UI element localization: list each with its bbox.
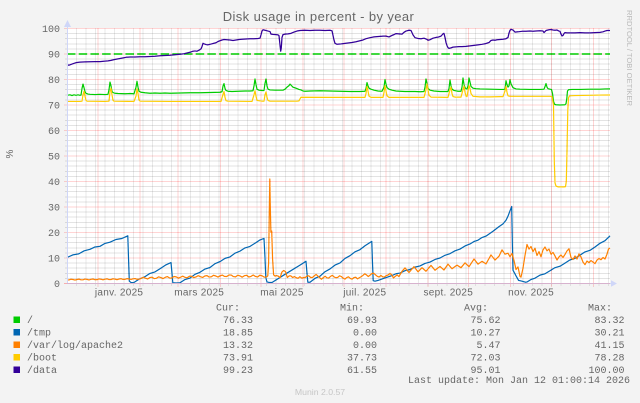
svg-text:mars 2025: mars 2025 — [174, 288, 224, 299]
svg-text:69.93: 69.93 — [347, 316, 377, 327]
svg-text:janv. 2025: janv. 2025 — [94, 288, 144, 299]
svg-text:Munin 2.0.57: Munin 2.0.57 — [295, 387, 345, 397]
svg-text:80: 80 — [48, 76, 60, 87]
svg-text:Disk usage in percent - by yea: Disk usage in percent - by year — [223, 9, 415, 24]
svg-text:30: 30 — [48, 204, 60, 215]
svg-text:13.32: 13.32 — [223, 341, 253, 352]
svg-text:0.00: 0.00 — [353, 329, 377, 340]
svg-text:50: 50 — [48, 153, 60, 164]
svg-text:/tmp: /tmp — [27, 328, 51, 340]
svg-text:Max:: Max: — [588, 304, 612, 315]
svg-text:Cur:: Cur: — [216, 304, 240, 315]
svg-text:100: 100 — [42, 25, 60, 36]
svg-text:83.32: 83.32 — [594, 316, 624, 327]
svg-text:37.73: 37.73 — [347, 354, 377, 365]
svg-text:76.33: 76.33 — [223, 316, 253, 327]
svg-text:99.23: 99.23 — [223, 366, 253, 377]
svg-text:5.47: 5.47 — [476, 341, 500, 352]
svg-text:20: 20 — [48, 229, 60, 240]
svg-text:100.00: 100.00 — [588, 366, 624, 377]
svg-text:/: / — [27, 315, 33, 327]
svg-text:sept. 2025: sept. 2025 — [423, 288, 473, 299]
svg-text:30.21: 30.21 — [594, 329, 624, 340]
svg-text:/var/log/apache2: /var/log/apache2 — [27, 340, 123, 352]
svg-text:90: 90 — [48, 51, 60, 62]
svg-text:juil. 2025: juil. 2025 — [342, 288, 386, 299]
svg-text:61.55: 61.55 — [347, 366, 377, 377]
svg-text:10.27: 10.27 — [470, 329, 500, 340]
svg-text:RRDTOOL / TOBI OETIKER: RRDTOOL / TOBI OETIKER — [625, 10, 634, 106]
svg-text:mai 2025: mai 2025 — [260, 288, 304, 299]
svg-text:10: 10 — [48, 255, 60, 266]
svg-text:70: 70 — [48, 102, 60, 113]
svg-text:75.62: 75.62 — [470, 316, 500, 327]
svg-text:nov. 2025: nov. 2025 — [508, 288, 554, 299]
svg-text:78.28: 78.28 — [594, 354, 624, 365]
svg-text:%: % — [5, 149, 16, 158]
svg-text:/boot: /boot — [27, 353, 57, 365]
svg-text:60: 60 — [48, 127, 60, 138]
svg-text:73.91: 73.91 — [223, 354, 253, 365]
svg-text:Avg:: Avg: — [464, 304, 488, 315]
svg-text:0.00: 0.00 — [353, 341, 377, 352]
svg-text:Min:: Min: — [340, 303, 364, 315]
svg-text:18.85: 18.85 — [223, 329, 253, 340]
svg-text:95.01: 95.01 — [470, 366, 500, 377]
svg-text:Last update: Mon Jan 12 01:00:: Last update: Mon Jan 12 01:00:14 2026 — [408, 375, 630, 387]
svg-text:0: 0 — [54, 280, 60, 291]
svg-text:40: 40 — [48, 178, 60, 189]
svg-text:/data: /data — [27, 365, 57, 377]
svg-text:72.03: 72.03 — [470, 354, 500, 365]
svg-text:41.15: 41.15 — [594, 341, 624, 352]
